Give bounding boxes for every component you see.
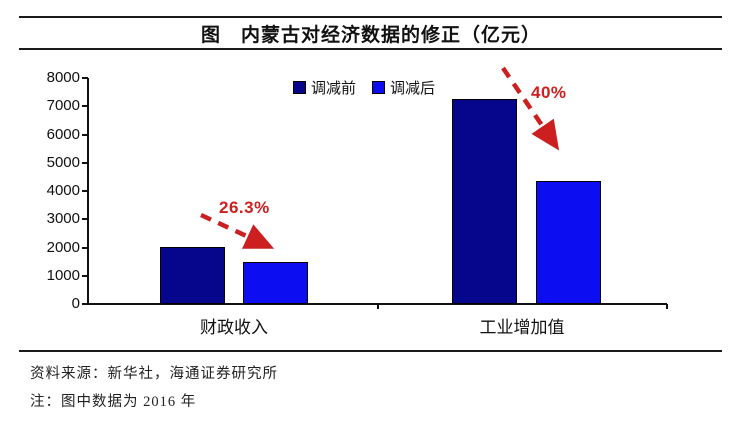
annotation-industrial-pct: 40% (531, 83, 567, 102)
y-axis-tick (82, 190, 88, 192)
legend-swatch-icon (293, 81, 306, 94)
bar-调减后-工业增加值 (536, 181, 601, 304)
legend-label: 调减后 (390, 81, 436, 97)
y-axis-tick (82, 105, 88, 108)
y-axis-tick (82, 274, 88, 277)
legend-item-调减前: 调减前 (293, 77, 356, 98)
chart-title: 图 内蒙古对经济数据的修正（亿元） (200, 25, 541, 46)
bar-调减前-财政收入 (160, 247, 225, 304)
y-axis-tick-label: 2000 (46, 238, 80, 256)
y-axis-tick (82, 303, 88, 305)
y-axis-tick-label: 0 (71, 295, 80, 312)
y-axis-tick-label: 1000 (46, 266, 80, 284)
y-axis-tick-label: 4000 (46, 182, 80, 199)
category-label-财政收入: 财政收入 (200, 318, 268, 337)
y-axis-tick-label: 8000 (46, 69, 80, 86)
y-axis-tick (82, 218, 88, 221)
bar-调减后-财政收入 (243, 262, 308, 304)
y-axis (87, 78, 89, 305)
annotation-fiscal-pct: 26.3% (219, 198, 270, 217)
legend-label: 调减前 (311, 81, 357, 97)
y-axis-tick-label: 6000 (46, 125, 80, 143)
legend: 调减前 调减后 (293, 77, 435, 98)
y-axis-tick-label: 7000 (46, 97, 80, 115)
bar-调减前-工业增加值 (452, 99, 517, 304)
y-axis-tick (82, 161, 88, 164)
footer-rule (19, 350, 722, 352)
y-axis-tick (82, 246, 88, 249)
y-axis-tick-label: 5000 (46, 153, 80, 171)
title-rule-bottom (19, 48, 722, 50)
source-note: 资料来源：新华社，海通证券研究所 (30, 366, 278, 382)
legend-item-调减后: 调减后 (372, 77, 435, 98)
y-axis-tick (82, 77, 88, 79)
decline-arrow-fiscal (200, 212, 275, 249)
legend-swatch-icon (372, 81, 386, 94)
data-year-note: 注：图中数据为 2016 年 (30, 394, 197, 410)
y-axis-tick (82, 133, 88, 136)
y-axis-tick-label: 3000 (46, 210, 80, 228)
title-rule-top (19, 16, 722, 18)
category-label-工业增加值: 工业增加值 (479, 318, 565, 337)
x-axis-tick (377, 304, 379, 309)
x-axis-tick (666, 304, 668, 309)
